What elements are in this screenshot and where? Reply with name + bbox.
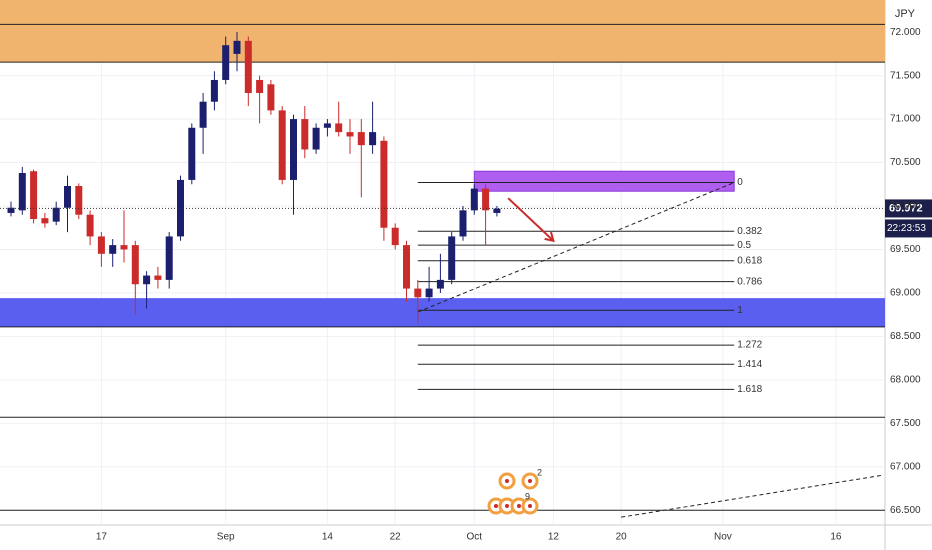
candle-body [290,119,297,180]
countdown-box [885,219,932,238]
y-tick-label: 72.000 [890,27,921,38]
y-tick-label: 67.000 [890,461,921,472]
fib-label: 0.618 [737,255,762,266]
candle-body [448,236,456,280]
fib-label: 1.618 [737,384,762,395]
fib-label: 1.272 [737,340,762,351]
candle-body [256,79,264,94]
y-tick-label: 71.500 [890,70,921,81]
event-dot [528,479,532,483]
fib-label: 0 [737,177,743,188]
candle-body [493,208,501,213]
trendline [621,474,882,518]
fib-label: 0.5 [737,240,751,251]
candle-body [403,245,410,289]
y-tick-label: 66.500 [890,505,921,516]
x-tick-label: 16 [830,532,842,543]
candle-body [267,84,275,111]
currency: JPY [895,8,916,20]
x-tick-label: Nov [714,532,732,543]
candle-body [143,275,151,285]
y-tick-label: 70.500 [890,157,921,168]
candle-body [188,127,196,180]
event-count: 2 [537,467,542,477]
candle-body [346,132,354,137]
candle-body [97,236,105,254]
fib-label: 0.382 [737,226,762,237]
event-count: 9 [525,491,530,501]
candle-body [335,123,343,133]
y-tick-label: 70.000 [890,201,921,212]
candle-body [244,40,252,94]
x-tick-label: 20 [616,532,628,543]
box [473,170,735,192]
trendline [417,182,735,313]
x-tick-label: 12 [548,532,560,543]
y-tick-label: 69.500 [890,244,921,255]
fib-label: 1 [737,305,743,316]
candle-body [369,132,377,146]
y-tick-label: 67.500 [890,418,921,429]
candle-body [109,245,117,254]
fib-label: 1.414 [737,359,762,370]
candle-body [154,275,162,280]
y-tick-label: 71.000 [890,114,921,125]
x-tick-label: 17 [96,532,108,543]
candle-body [7,207,15,213]
x-tick-label: Sep [217,532,235,543]
x-tick-label: 22 [390,532,402,543]
y-tick-label: 69.000 [890,288,921,299]
candle-body [312,127,320,150]
candle-body [357,132,365,146]
candle-body [301,119,309,150]
candle-body [414,288,422,298]
candle-body [436,279,444,289]
event-dot [505,479,509,483]
x-tick-label: 14 [322,532,334,543]
candle-body [391,227,399,246]
y-tick-label: 68.000 [890,374,921,385]
candle-body [233,40,241,54]
event-dot [505,504,509,508]
candle-body [64,186,71,208]
candle-body [120,245,128,250]
candle-body [470,188,478,211]
candle-body [278,110,286,180]
candle-body [425,288,433,298]
candle-body [75,186,83,215]
zone [0,298,885,327]
candle-body [86,214,94,237]
y-tick-label: 68.500 [890,331,921,342]
arrow-head [544,231,555,243]
candle-body [482,188,490,211]
candle-body [459,210,467,237]
candle-body [41,218,49,224]
fib-label: 0.786 [737,276,762,287]
event-dot [528,504,532,508]
last-price-label: 69.972 [889,202,923,214]
event-dot [494,504,498,508]
last-price-box [885,199,932,218]
candle-body [210,79,218,102]
candle-body [199,101,207,128]
candle-body [165,236,173,280]
event-dot [517,504,521,508]
zone [0,0,885,63]
candle-body [18,172,26,211]
candle-body [380,140,388,228]
candle-body [30,171,38,220]
countdown: 22:23:53 [887,223,926,234]
candle-body [131,245,139,285]
arrow [507,197,555,242]
candle-body [52,207,60,222]
x-tick-label: Oct [467,532,483,543]
candle-body [222,45,230,80]
candle-body [323,123,331,128]
